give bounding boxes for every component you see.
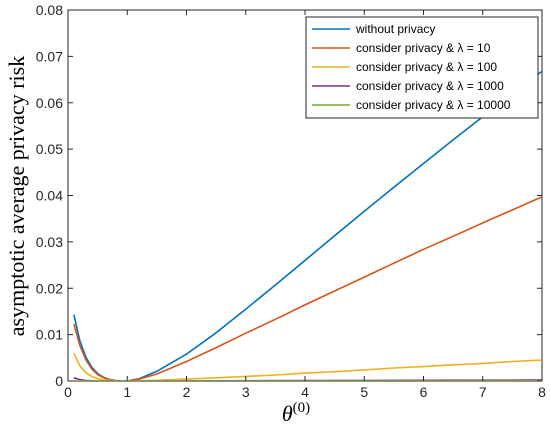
x-tick-label: 8 xyxy=(538,384,546,400)
legend-label: without privacy xyxy=(355,22,435,36)
x-axis-label-sup: (0) xyxy=(293,400,311,416)
y-axis-label: asymptotic average privacy risk xyxy=(4,56,29,336)
x-tick-label: 3 xyxy=(242,384,250,400)
x-tick-label: 2 xyxy=(183,384,191,400)
y-tick-label: 0.07 xyxy=(36,48,63,64)
y-tick-label: 0.04 xyxy=(36,188,63,204)
legend: without privacy consider privacy & λ = 10… xyxy=(305,16,539,119)
x-tick-label: 7 xyxy=(479,384,487,400)
x-tick-label: 1 xyxy=(123,384,131,400)
series-layer xyxy=(73,70,542,381)
y-tick-label: 0.03 xyxy=(36,234,63,250)
series-line-2 xyxy=(73,196,542,381)
x-axis-label-main: θ xyxy=(282,401,293,426)
y-tick-label: 0.08 xyxy=(36,2,63,18)
y-tick-label: 0.06 xyxy=(36,95,63,111)
y-tick-label: 0.05 xyxy=(36,141,63,157)
legend-label: consider privacy & λ = 10000 xyxy=(356,98,511,112)
y-tick-label: 0 xyxy=(55,373,63,389)
y-tick-label: 0.02 xyxy=(36,280,63,296)
x-tick-label: 4 xyxy=(301,384,309,400)
series-line-3 xyxy=(73,352,542,381)
ticks-layer: 0 1 2 3 4 5 6 7 8 0 0.01 0.02 0.03 0.04 0.05 0.06 0.07 0.… xyxy=(36,2,546,400)
x-tick-label: 0 xyxy=(64,384,72,400)
legend-label: consider privacy & λ = 1000 xyxy=(356,79,504,93)
x-axis-label: θ(0) xyxy=(282,400,310,426)
x-tick-label: 6 xyxy=(420,384,428,400)
x-tick-label: 5 xyxy=(360,384,368,400)
y-tick-label: 0.01 xyxy=(36,327,63,343)
legend-label: consider privacy & λ = 100 xyxy=(356,60,497,74)
legend-label: consider privacy & λ = 10 xyxy=(356,41,491,55)
